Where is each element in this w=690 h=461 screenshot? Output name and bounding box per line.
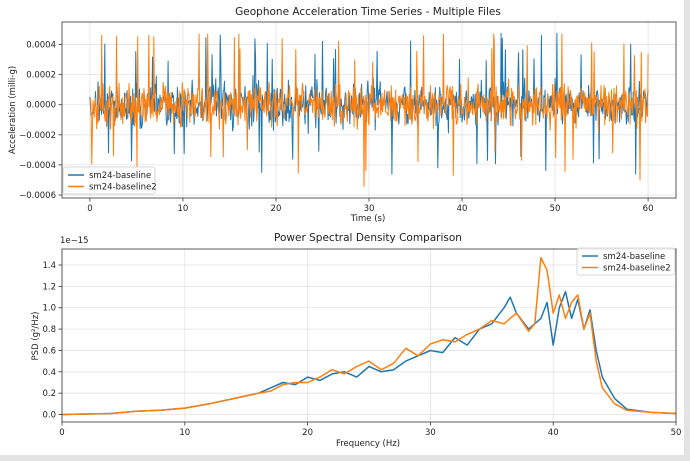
chart-title: Geophone Acceleration Time Series - Mult…	[235, 6, 501, 18]
x-tick-label: 50	[550, 204, 561, 214]
series-line-sm24-baseline	[61, 290, 677, 416]
y-tick-label: 0.2	[42, 389, 56, 399]
legend: sm24-baseline sm24-baseline2	[62, 166, 157, 195]
legend-label-sm24-baseline2: sm24-baseline2	[89, 183, 157, 193]
x-tick-label: 30	[364, 204, 375, 214]
figure-canvas: Geophone Acceleration Time Series - Mult…	[8, 6, 681, 449]
y-tick-label: 1.0	[42, 304, 56, 314]
y-axis-label: Acceleration (milli-g)	[8, 66, 18, 154]
x-ticks: 0 10 20 30 40 50	[59, 422, 681, 438]
y-tick-label: 1.2	[42, 282, 56, 292]
plot-area-frame	[61, 248, 677, 423]
series-line-sm24-baseline2	[61, 256, 677, 416]
x-ticks: 0 10 20 30 40 50 60	[87, 198, 654, 214]
series-layer	[61, 256, 677, 416]
y-tick-label: 0.0004	[26, 41, 56, 51]
y-ticks: −0.0006 −0.0004 −0.0002 0.0000 0.0002 0.0004	[19, 41, 62, 201]
y-tick-label: 0.8	[42, 325, 56, 335]
legend-box	[576, 247, 676, 276]
chart-psd: Power Spectral Density Comparison 1e−15 …	[31, 232, 681, 449]
x-tick-label: 10	[178, 204, 189, 214]
chart-time-series: Geophone Acceleration Time Series - Mult…	[8, 6, 677, 224]
x-tick-label: 10	[179, 428, 190, 438]
series-layer	[89, 32, 649, 188]
y-tick-label: 0.6	[42, 346, 56, 356]
x-axis-label: Time (s)	[350, 214, 386, 224]
plot-area-frame	[61, 21, 677, 199]
legend-label-sm24-baseline: sm24-baseline	[603, 252, 665, 262]
y-tick-label: −0.0004	[19, 161, 56, 171]
y-tick-label: 0.0	[42, 411, 56, 421]
x-tick-label: 0	[87, 204, 92, 214]
series-line-sm24-baseline2	[89, 33, 649, 188]
x-tick-label: 50	[671, 428, 682, 438]
x-tick-label: 0	[59, 428, 64, 438]
legend: sm24-baseline sm24-baseline2	[576, 247, 676, 276]
x-tick-label: 60	[643, 204, 654, 214]
x-tick-label: 30	[425, 428, 436, 438]
x-tick-label: 40	[548, 428, 559, 438]
legend-box	[62, 166, 156, 195]
y-ticks: 0.0 0.2 0.4 0.6 0.8 1.0 1.2 1.4	[42, 261, 62, 421]
x-axis-label: Frequency (Hz)	[336, 439, 400, 449]
y-tick-label: −0.0002	[19, 131, 56, 141]
chart-title: Power Spectral Density Comparison	[274, 232, 462, 244]
x-tick-label: 40	[457, 204, 468, 214]
legend-label-sm24-baseline: sm24-baseline	[89, 171, 151, 181]
y-tick-label: −0.0006	[19, 191, 56, 201]
x-tick-label: 20	[302, 428, 313, 438]
y-axis-label: PSD (g²/Hz)	[31, 312, 41, 361]
y-tick-label: 0.0002	[26, 71, 56, 81]
y-offset-label: 1e−15	[60, 236, 89, 246]
y-tick-label: 1.4	[42, 261, 56, 271]
y-tick-label: 0.0000	[26, 101, 56, 111]
x-tick-label: 20	[271, 204, 282, 214]
y-tick-label: 0.4	[42, 368, 56, 378]
legend-label-sm24-baseline2: sm24-baseline2	[603, 264, 671, 274]
